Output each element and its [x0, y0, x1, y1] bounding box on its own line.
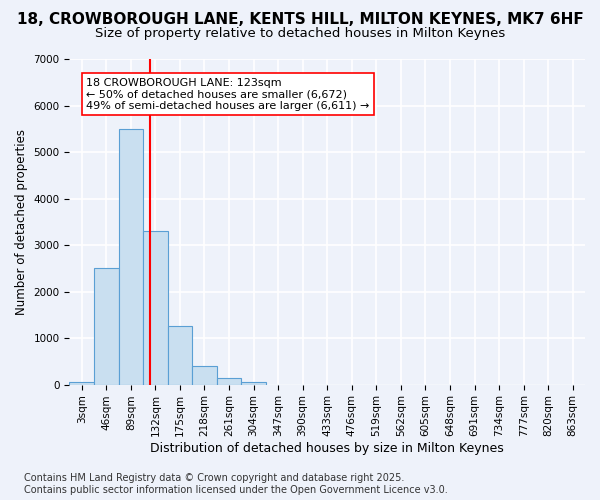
Y-axis label: Number of detached properties: Number of detached properties: [15, 129, 28, 315]
Bar: [94, 268, 119, 384]
Bar: [241, 382, 266, 384]
Bar: [192, 366, 217, 384]
Text: 18, CROWBOROUGH LANE, KENTS HILL, MILTON KEYNES, MK7 6HF: 18, CROWBOROUGH LANE, KENTS HILL, MILTON…: [17, 12, 583, 28]
Bar: [167, 326, 192, 384]
Text: Contains HM Land Registry data © Crown copyright and database right 2025.
Contai: Contains HM Land Registry data © Crown c…: [24, 474, 448, 495]
X-axis label: Distribution of detached houses by size in Milton Keynes: Distribution of detached houses by size …: [151, 442, 504, 455]
Bar: [70, 382, 94, 384]
Text: Size of property relative to detached houses in Milton Keynes: Size of property relative to detached ho…: [95, 28, 505, 40]
Bar: [143, 231, 167, 384]
Text: 18 CROWBOROUGH LANE: 123sqm
← 50% of detached houses are smaller (6,672)
49% of : 18 CROWBOROUGH LANE: 123sqm ← 50% of det…: [86, 78, 370, 111]
Bar: [217, 378, 241, 384]
Bar: [119, 129, 143, 384]
